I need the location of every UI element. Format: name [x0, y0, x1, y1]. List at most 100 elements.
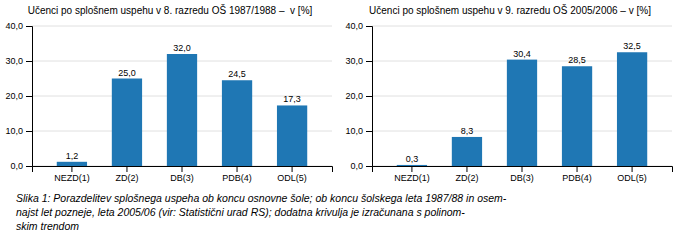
tick-label: 20,0: [5, 91, 23, 101]
tick-label: ZD(2): [455, 173, 478, 183]
x-axis: NEZD(1) ZD(2) DB(3) PDB(4) ODL(5): [33, 166, 333, 183]
tick-mark: [522, 166, 523, 172]
tick-mark: [26, 26, 32, 27]
tick: DB(3): [510, 166, 534, 183]
tick-label: 30,0: [345, 56, 363, 66]
tick: 0,0: [10, 161, 32, 171]
axis-line: [373, 167, 673, 173]
data-labels: 1,2 25,0 32,0 24,5 17,3: [66, 43, 301, 161]
tick-mark: [26, 96, 32, 97]
y-axis: 0,0 10,0 20,0 30,0 40,0: [345, 21, 372, 171]
tick-mark: [366, 26, 372, 27]
bar: [222, 80, 252, 166]
plot: 0,0 10,0 20,0 30,0 40,0 NEZD(1) ZD(2) DB(3) PDB(…: [345, 21, 672, 183]
bars: [397, 52, 647, 166]
grid-line: [32, 26, 332, 27]
tick-label: PDB(4): [222, 173, 252, 183]
bar: [617, 52, 647, 166]
figure: Učenci po splošnem uspehu v 8. razredu O…: [0, 0, 680, 250]
tick-label: 10,0: [5, 126, 23, 136]
bar: [507, 60, 537, 166]
tick: NEZD(1): [394, 166, 430, 183]
tick-mark: [126, 166, 127, 172]
tick-mark: [411, 166, 412, 172]
data-label: 28,5: [568, 55, 586, 65]
tick: 40,0: [5, 21, 32, 31]
axis-line: [33, 167, 333, 173]
data-label: 1,2: [66, 151, 79, 161]
tick-mark: [182, 166, 183, 172]
panel: Učenci po splošnem uspehu v 9. razredu O…: [345, 4, 672, 183]
grid: [372, 26, 672, 166]
tick-mark: [71, 166, 72, 172]
tick: 20,0: [345, 91, 372, 101]
tick-label: 10,0: [345, 126, 363, 136]
tick-mark: [237, 166, 238, 172]
caption-line: skim trendom: [16, 220, 79, 232]
tick: PDB(4): [562, 166, 592, 183]
tick-mark: [292, 166, 293, 172]
bar: [112, 79, 142, 167]
tick-label: NEZD(1): [54, 173, 90, 183]
tick-label: 30,0: [5, 56, 23, 66]
data-label: 30,4: [513, 49, 531, 59]
tick: ZD(2): [455, 166, 478, 183]
tick-mark: [632, 166, 633, 172]
caption-line: najst let pozneje, leta 2005/06 (vir: St…: [16, 206, 465, 218]
bar: [57, 162, 87, 166]
tick-mark: [466, 166, 467, 172]
tick-label: 20,0: [345, 91, 363, 101]
data-label: 17,3: [283, 94, 301, 104]
tick-label: DB(3): [170, 173, 194, 183]
tick-mark: [366, 131, 372, 132]
tick-mark: [577, 166, 578, 172]
tick: 30,0: [345, 56, 372, 66]
title: Učenci po splošnem uspehu v 8. razredu O…: [28, 4, 313, 16]
tick-mark: [366, 61, 372, 62]
bars: [57, 54, 307, 166]
bar: [562, 66, 592, 166]
tick: PDB(4): [222, 166, 252, 183]
tick-label: 40,0: [345, 21, 363, 31]
tick: 20,0: [5, 91, 32, 101]
tick-label: 0,0: [350, 161, 363, 171]
tick: DB(3): [170, 166, 194, 183]
data-label: 32,5: [623, 41, 641, 51]
data-labels: 0,3 8,3 30,4 28,5 32,5: [406, 41, 641, 164]
data-label: 32,0: [173, 43, 191, 53]
tick-mark: [26, 61, 32, 62]
tick: ZD(2): [115, 166, 138, 183]
tick-label: ZD(2): [115, 173, 138, 183]
tick-label: ODL(5): [277, 173, 307, 183]
data-label: 24,5: [228, 69, 246, 79]
tick-label: NEZD(1): [394, 173, 430, 183]
tick: ODL(5): [617, 166, 647, 183]
tick-mark: [26, 166, 32, 167]
panel: Učenci po splošnem uspehu v 8. razredu O…: [5, 4, 332, 183]
tick-label: 0,0: [10, 161, 23, 171]
tick: 0,0: [350, 161, 372, 171]
title: Učenci po splošnem uspehu v 9. razredu O…: [369, 4, 651, 16]
tick: 10,0: [5, 126, 32, 136]
bar: [277, 105, 307, 166]
tick-mark: [366, 166, 372, 167]
data-label: 0,3: [406, 154, 419, 164]
caption-line: Slika 1: Porazdelitev splošnega uspeha o…: [16, 192, 507, 204]
axis-line: [26, 27, 33, 167]
plot: 0,0 10,0 20,0 30,0 40,0 NEZD(1) ZD(2) DB(3) PDB(…: [5, 21, 332, 183]
data-label: 8,3: [461, 126, 474, 136]
tick-label: ODL(5): [617, 173, 647, 183]
x-axis: NEZD(1) ZD(2) DB(3) PDB(4) ODL(5): [373, 166, 673, 183]
bar: [397, 165, 427, 166]
tick-mark: [366, 96, 372, 97]
tick-label: DB(3): [510, 173, 534, 183]
y-axis: 0,0 10,0 20,0 30,0 40,0: [5, 21, 32, 171]
bar: [452, 137, 482, 166]
tick: NEZD(1): [54, 166, 90, 183]
data-label: 25,0: [118, 68, 136, 78]
tick-label: 40,0: [5, 21, 23, 31]
tick: 30,0: [5, 56, 32, 66]
tick-mark: [26, 131, 32, 132]
bar: [167, 54, 197, 166]
tick: 40,0: [345, 21, 372, 31]
